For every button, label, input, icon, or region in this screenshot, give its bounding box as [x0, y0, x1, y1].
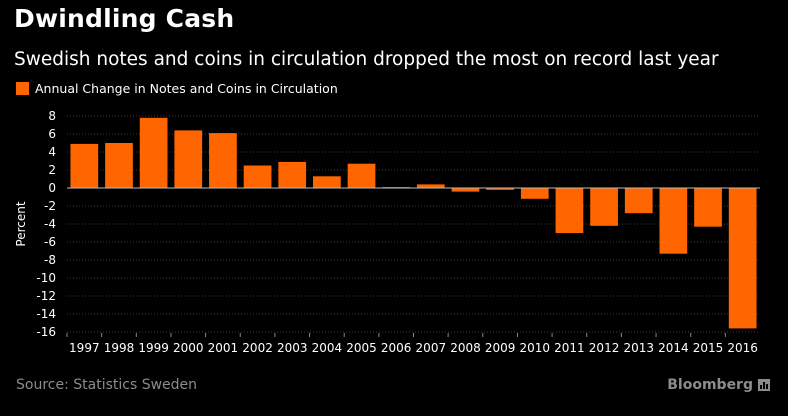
bar-2004: [313, 176, 341, 188]
x-tick-label: 2002: [242, 341, 273, 355]
y-tick-label: -4: [44, 217, 56, 231]
chart-subtitle: Swedish notes and coins in circulation d…: [14, 49, 719, 70]
y-tick-label: -8: [44, 253, 56, 267]
bar-2003: [278, 161, 307, 188]
y-tick-label: -10: [36, 271, 56, 285]
x-tick-label: 1999: [138, 341, 169, 355]
bar-2011: [555, 188, 584, 233]
x-tick-label: 2010: [520, 341, 551, 355]
y-tick-label: -14: [36, 307, 56, 321]
x-tick-label: 2000: [173, 341, 204, 355]
bar-2009: [486, 188, 514, 190]
x-axis: 1997 1998 1999 2000 2001 2002 2003 2004 2005 2006…: [66, 333, 758, 355]
bar-2002: [243, 165, 272, 188]
y-tick-label: -2: [44, 199, 56, 213]
bar-2012: [590, 188, 618, 226]
bar-2016: [728, 188, 757, 329]
x-tick-label: 1997: [69, 341, 100, 355]
bar-1997: [70, 143, 99, 188]
y-axis-title: Percent: [14, 201, 28, 246]
bars: [70, 117, 757, 329]
x-tick-label: 2007: [416, 341, 447, 355]
x-tick-label: 2009: [485, 341, 516, 355]
x-tick-label: 2012: [589, 341, 620, 355]
bar-2007: [416, 184, 445, 188]
y-tick-label: 8: [48, 109, 56, 123]
bloomberg-chart-icon: [758, 379, 770, 391]
x-tick-label: 2003: [277, 341, 308, 355]
x-tick-label: 2015: [693, 341, 724, 355]
x-tick-label: 2011: [554, 341, 585, 355]
legend-label: Annual Change in Notes and Coins in Circ…: [35, 81, 338, 96]
y-tick-label: 0: [48, 181, 56, 195]
y-tick-label: -12: [36, 289, 56, 303]
x-tick-label: 1998: [104, 341, 135, 355]
y-axis: 8 6 4 2 0 -2 -4 -6 -8 -10 -12 -14 -16: [36, 109, 56, 339]
x-tick-label: 2008: [450, 341, 481, 355]
x-tick-label: 2001: [208, 341, 239, 355]
x-tick-label: 2006: [381, 341, 412, 355]
bar-2013: [624, 188, 653, 214]
bar-1998: [105, 143, 133, 188]
source-note: Source: Statistics Sweden: [16, 377, 198, 393]
x-tick-label: 2016: [727, 341, 758, 355]
chart-title: Dwindling Cash: [14, 4, 235, 33]
y-tick-label: -16: [36, 325, 56, 339]
grid-lines: [67, 115, 760, 333]
x-tick-label: 2014: [658, 341, 689, 355]
bar-2000: [174, 130, 203, 188]
bar-2001: [209, 133, 237, 188]
bar-2008: [451, 188, 480, 192]
bar-2014: [659, 188, 688, 254]
brand-name: Bloomberg: [667, 377, 753, 393]
x-tick-label: 2005: [346, 341, 377, 355]
legend-swatch: [16, 82, 29, 95]
x-tick-label: 2013: [623, 341, 654, 355]
bar-2010: [520, 188, 549, 199]
brand-logo: Bloomberg: [667, 377, 770, 393]
y-tick-label: 2: [48, 163, 56, 177]
bar-2005: [347, 163, 376, 188]
bar-2015: [694, 188, 722, 227]
y-tick-label: 6: [48, 127, 56, 141]
bar-1999: [139, 117, 168, 188]
y-tick-label: 4: [48, 145, 56, 159]
x-tick-label: 2004: [312, 341, 343, 355]
y-tick-label: -6: [44, 235, 56, 249]
legend: Annual Change in Notes and Coins in Circ…: [16, 81, 338, 96]
